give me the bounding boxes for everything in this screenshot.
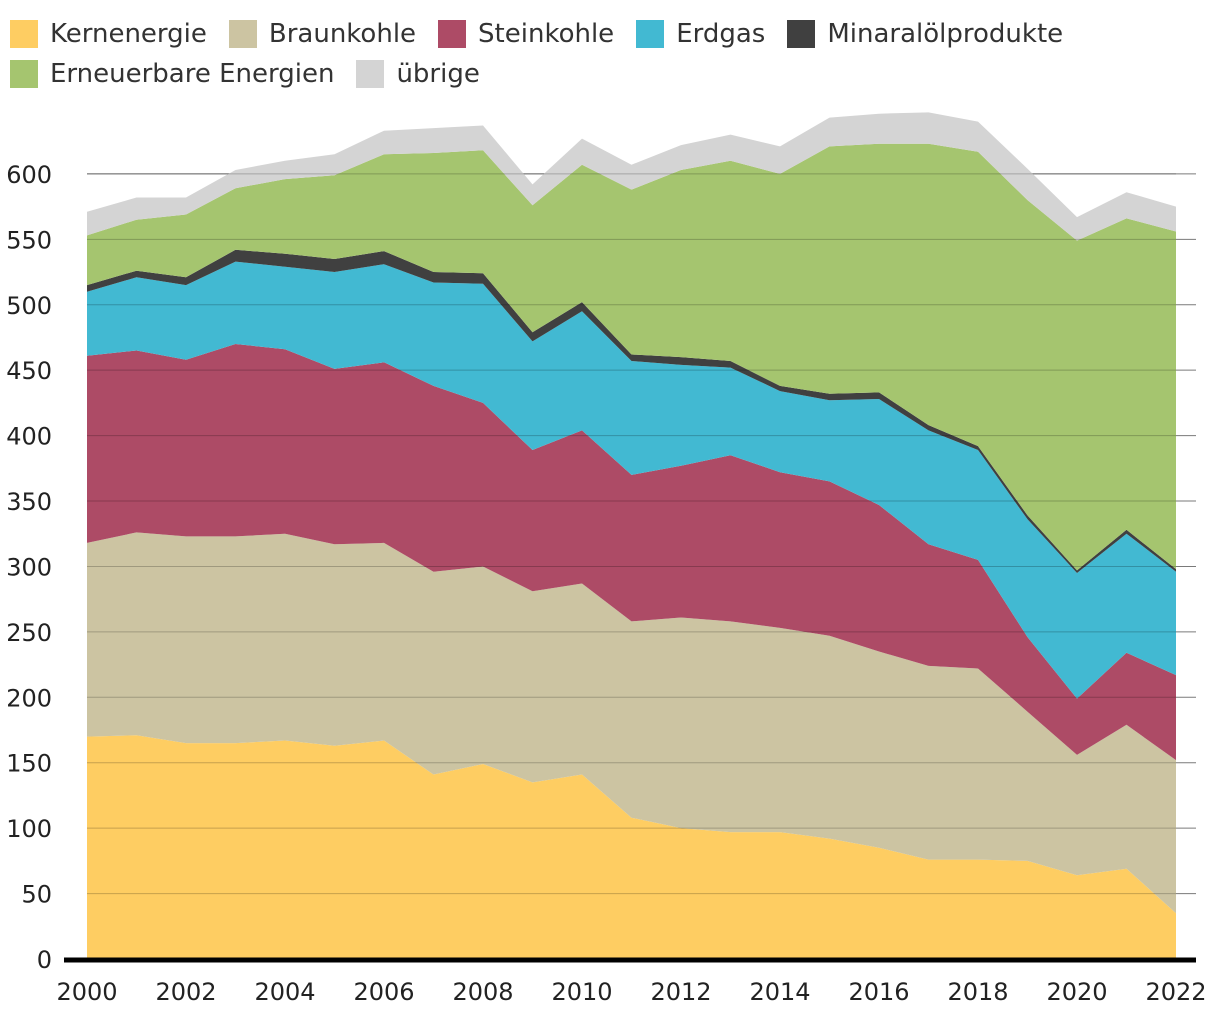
legend-item-uebrige: übrige (356, 59, 480, 89)
axes: 0 50 100 150 200 250 300 350 400 450 500 550 600 2000… (6, 161, 1206, 1006)
y-tick-label: 150 (6, 750, 52, 778)
x-tick-label: 2004 (254, 978, 315, 1006)
y-tick-label: 250 (6, 619, 52, 647)
x-tick-label: 2000 (56, 978, 117, 1006)
legend-item-steinkohle: Steinkohle (438, 19, 614, 49)
x-tick-label: 2002 (155, 978, 216, 1006)
legend-item-erdgas: Erdgas (636, 19, 765, 49)
legend-item-mineraloel: Minaralölprodukte (787, 19, 1063, 49)
y-tick-label: 0 (37, 946, 52, 974)
legend-swatch-erdgas (636, 20, 665, 48)
x-tick-label: 2022 (1145, 978, 1206, 1006)
y-tick-label: 400 (6, 423, 52, 451)
x-tick-label: 2018 (947, 978, 1008, 1006)
x-tick-label: 2016 (848, 978, 909, 1006)
legend-item-erneuerbare: Erneuerbare Energien (10, 59, 334, 89)
legend-label-kernenergie: Kernenergie (50, 19, 207, 49)
x-tick-label: 2012 (650, 978, 711, 1006)
legend-swatch-kernenergie (10, 20, 38, 48)
y-tick-label: 300 (6, 553, 52, 581)
legend-label-braunkohle: Braunkohle (268, 19, 417, 49)
legend-swatch-mineraloel (787, 20, 816, 48)
area-steinkohle (87, 344, 1176, 761)
area-kernenergie (87, 735, 1176, 959)
legend-row-1: Kernenergie Braunkohle Steinkohle Erdgas… (10, 14, 1200, 54)
y-tick-label: 50 (21, 881, 52, 909)
legend: Kernenergie Braunkohle Steinkohle Erdgas… (10, 14, 1200, 94)
y-tick-label: 500 (6, 292, 52, 320)
legend-swatch-steinkohle (438, 20, 467, 48)
x-tick-label: 2020 (1046, 978, 1107, 1006)
y-tick-label: 200 (6, 684, 52, 712)
x-tick-label: 2006 (353, 978, 414, 1006)
legend-row-2: Erneuerbare Energien übrige (10, 54, 1200, 94)
area-series (87, 112, 1176, 959)
y-tick-label: 450 (6, 357, 52, 385)
area-erdgas (87, 261, 1176, 699)
legend-swatch-uebrige (356, 60, 385, 88)
area-übrige (87, 112, 1176, 241)
legend-label-uebrige: übrige (396, 59, 480, 89)
y-tick-label: 550 (6, 226, 52, 254)
legend-label-mineraloel: Minaralölprodukte (827, 19, 1064, 49)
legend-label-steinkohle: Steinkohle (478, 19, 615, 49)
y-tick-label: 350 (6, 488, 52, 516)
legend-label-erdgas: Erdgas (676, 19, 766, 49)
legend-label-erneuerbare: Erneuerbare Energien (50, 59, 335, 89)
x-tick-label: 2014 (749, 978, 810, 1006)
y-tick-label: 100 (6, 815, 52, 843)
x-tick-label: 2010 (551, 978, 612, 1006)
y-tick-label: 600 (6, 161, 52, 189)
area-erneuerbare-energien (87, 143, 1176, 571)
legend-swatch-erneuerbare (10, 60, 38, 88)
area-braunkohle (87, 532, 1176, 914)
legend-item-kernenergie: Kernenergie (10, 19, 207, 49)
x-tick-label: 2008 (452, 978, 513, 1006)
legend-swatch-braunkohle (228, 20, 257, 48)
legend-item-braunkohle: Braunkohle (228, 19, 417, 49)
